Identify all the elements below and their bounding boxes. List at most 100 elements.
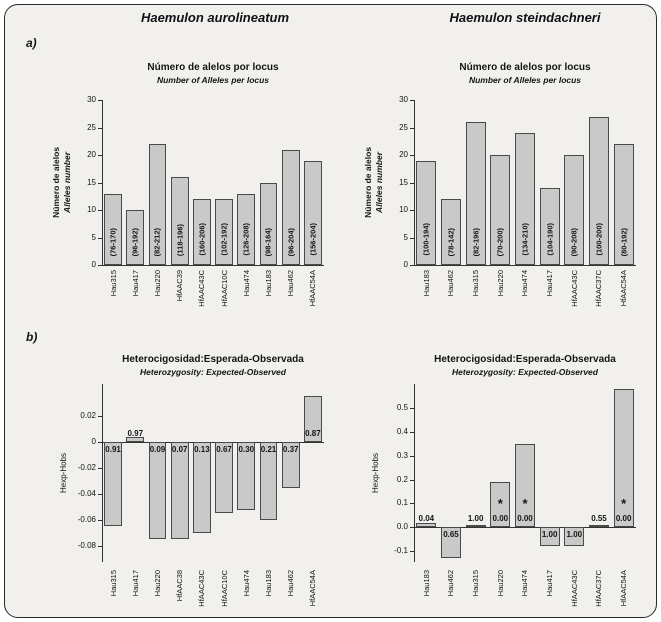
x-tick-label-text: Hau462 (446, 570, 456, 597)
y-tick-mark (98, 494, 102, 495)
x-tick-label-Hau220: Hau220 (146, 570, 168, 607)
allele-range-label: (90-208) (570, 228, 579, 261)
y-axis-line (414, 100, 415, 265)
x-tick-label-Hau462: Hau462 (439, 570, 464, 607)
y-axis-label-line: Número de alelos (50, 147, 61, 218)
value-label: 0.87 (305, 429, 321, 439)
panel-label-a: a) (26, 36, 37, 50)
allele-range-label-text: (90-208) (569, 227, 579, 256)
bar-Hau417 (539, 527, 560, 547)
x-tick-label-HfAAC54A: HfAAC54A (611, 570, 636, 607)
x-tick-label-Hau315: Hau315 (102, 270, 124, 307)
y-tick-label: 0 (403, 260, 408, 269)
x-tick-label-text: HfAAC10C (219, 270, 229, 307)
bar-Hau462: (78-142) (441, 199, 461, 265)
species-title-aurolineatum: Haemulon aurolineatum (140, 10, 290, 25)
x-tick-label-text: Hau315 (471, 570, 481, 597)
x-tick-label-text: Hau220 (152, 270, 162, 297)
x-tick-label-text: Hau183 (263, 270, 273, 297)
chart-title: Número de alelos por locus (147, 62, 279, 73)
x-tick-label-HfAAC43C: HfAAC43C (562, 270, 587, 307)
x-tick-label-text: Hau474 (241, 570, 251, 597)
y-tick-mark (410, 432, 414, 433)
x-tick-label-Hau220: Hau220 (488, 270, 513, 307)
y-tick-label: 0.1 (396, 498, 408, 508)
x-axis-line (102, 265, 324, 266)
x-tick-label-HfAAC43C: HfAAC43C (562, 570, 587, 607)
value-label: 0.37 (282, 445, 299, 455)
x-tick-label-Hau474: Hau474 (513, 270, 538, 307)
allele-range-label: (96-204) (286, 228, 295, 261)
value-label: 0.04 (418, 514, 435, 524)
y-axis-line (414, 384, 415, 562)
y-tick-mark (410, 408, 414, 409)
allele-range-label: (104-190) (545, 223, 554, 261)
bar-Hau474: (126-208) (237, 193, 256, 265)
y-tick-mark (98, 238, 102, 239)
x-tick-label-text: Hau183 (263, 570, 273, 597)
chart-title: Número de alelos por locus (459, 62, 591, 73)
x-tick-label-text: Hau462 (446, 270, 456, 297)
y-tick-label: 5 (403, 232, 408, 242)
y-tick-mark (410, 456, 414, 457)
bar-Hau474: (134-210) (515, 133, 535, 265)
allele-range-label-text: (160-206) (197, 223, 207, 256)
x-tick-label-Hau183: Hau183 (414, 270, 439, 307)
chart-subtitle: Heterozygosity: Expected-Observed (140, 367, 286, 377)
value-label: 1.00 (541, 530, 558, 540)
x-tick-label-HfAAC43C: HfAAC43C (191, 570, 213, 607)
x-tick-label-text: HfAAC43C (197, 270, 207, 307)
x-tick-label-HfAAC54A: HfAAC54A (302, 570, 324, 607)
value-label: 0.09 (149, 445, 166, 455)
y-tick-label: 0 (91, 437, 96, 447)
x-tick-label-text: Hau474 (241, 270, 251, 297)
bar-HfAAC10C: (102-192) (215, 199, 233, 265)
value-label: 0.91 (105, 445, 121, 455)
y-tick-label: 0.5 (396, 402, 408, 412)
y-tick-label: 25 (399, 122, 408, 132)
x-tick-label-Hau315: Hau315 (463, 270, 488, 307)
y-tick-mark (98, 416, 102, 417)
bar-Hau474 (515, 443, 535, 528)
value-label: 0.97 (127, 429, 144, 439)
x-tick-label-text: Hau462 (286, 570, 296, 597)
y-tick-label: 25 (87, 122, 96, 132)
x-tick-label-text: HfAAC39 (175, 270, 185, 302)
y-tick-mark (98, 210, 102, 211)
allele-range-label-text: (82-196) (471, 227, 481, 256)
x-tick-label-Hau315: Hau315 (102, 570, 124, 607)
bar-Hau183 (416, 522, 437, 528)
x-tick-label-Hau462: Hau462 (280, 570, 302, 607)
bar-Hau183: (98-164) (259, 182, 278, 265)
bar-HfAAC43C: (90-208) (564, 155, 585, 265)
chart-title: Heterocigosidad:Esperada-Observada (122, 354, 304, 365)
x-tick-label-text: Hau417 (545, 270, 555, 297)
x-tick-label-text: HfAAC54A (619, 570, 629, 607)
y-tick-mark (410, 238, 414, 239)
bar-HfAAC37C (589, 524, 609, 528)
x-axis-line (414, 527, 636, 528)
allele-range-label-text: (80-192) (619, 227, 629, 256)
x-tick-label-HfAAC10C: HfAAC10C (213, 570, 235, 607)
bar-Hau220 (490, 481, 511, 528)
x-tick-label-text: HfAAC54A (308, 270, 318, 307)
allele-range-label: (156-204) (308, 223, 317, 261)
bar-HfAAC10C (215, 442, 233, 514)
y-tick-mark (410, 503, 414, 504)
y-tick-label: -0.02 (77, 463, 96, 473)
x-tick-label-HfAAC37C: HfAAC37C (587, 570, 612, 607)
allele-range-label: (102-192) (220, 223, 229, 261)
y-tick-label: 15 (87, 177, 96, 187)
allele-range-label-text: (98-164) (263, 227, 273, 256)
y-tick-mark (410, 128, 414, 129)
y-tick-label: 0.0 (396, 522, 408, 532)
x-tick-label-text: Hau474 (520, 570, 530, 597)
value-label: 0.13 (194, 445, 210, 455)
value-label: 0.07 (171, 445, 188, 455)
bar-Hau315 (104, 442, 122, 527)
x-tick-label-Hau462: Hau462 (439, 270, 464, 307)
bar-Hau220 (148, 442, 167, 540)
y-tick-mark (98, 520, 102, 521)
value-label: 0.65 (443, 530, 459, 540)
chart-subtitle: Number of Alleles per locus (156, 75, 270, 85)
